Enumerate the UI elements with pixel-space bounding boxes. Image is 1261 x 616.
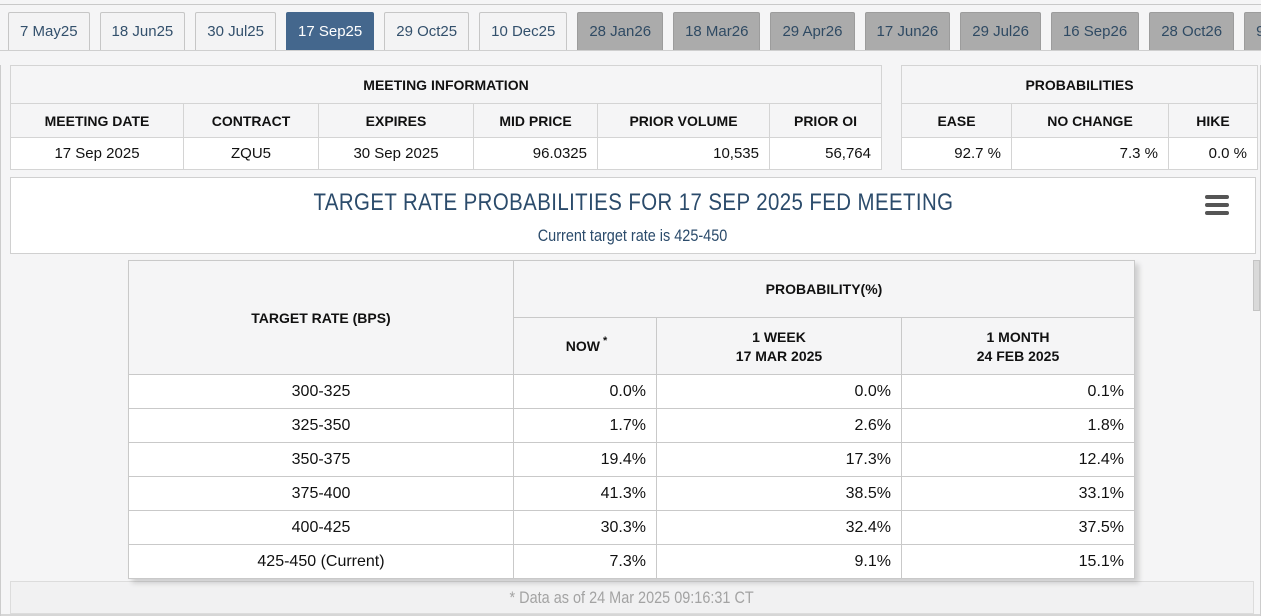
- col-contract: CONTRACT: [183, 103, 319, 138]
- chart-title: TARGET RATE PROBABILITIES FOR 17 SEP 202…: [313, 189, 953, 216]
- contract-value: ZQU5: [183, 137, 319, 170]
- rate-row: 375-400 41.3% 38.5% 33.1%: [128, 476, 1136, 511]
- now-pct: 1.7%: [513, 408, 657, 443]
- col-probability-pct: PROBABILITY(%): [512, 260, 1136, 318]
- rate-range: 350-375: [128, 442, 514, 477]
- tab-29-oct25[interactable]: 29 Oct25: [384, 12, 470, 50]
- month-pct: 37.5%: [900, 510, 1136, 545]
- now-asterisk: *: [602, 335, 608, 347]
- prior-volume-value: 10,535: [597, 137, 770, 170]
- week-pct: 2.6%: [656, 408, 902, 443]
- rate-range: 375-400: [128, 476, 514, 511]
- tab-16-sep26[interactable]: 16 Sep26: [1050, 12, 1140, 50]
- rate-row: 300-325 0.0% 0.0% 0.1%: [128, 374, 1136, 409]
- meeting-date-value: 17 Sep 2025: [10, 137, 184, 170]
- col-expires: EXPIRES: [318, 103, 474, 138]
- tab-28-jan26[interactable]: 28 Jan26: [577, 12, 664, 50]
- month-pct: 33.1%: [900, 476, 1136, 511]
- rate-row-current: 425-450 (Current) 7.3% 9.1% 15.1%: [128, 544, 1136, 579]
- col-prior-volume: PRIOR VOLUME: [597, 103, 770, 138]
- chart-header-panel: TARGET RATE PROBABILITIES FOR 17 SEP 202…: [10, 177, 1256, 254]
- hamburger-menu-icon[interactable]: [1205, 195, 1229, 215]
- now-pct: 41.3%: [513, 476, 657, 511]
- week-pct: 9.1%: [656, 544, 902, 579]
- col-prior-oi: PRIOR OI: [769, 103, 882, 138]
- tab-7-may25[interactable]: 7 May25: [8, 12, 90, 50]
- tab-18-jun25[interactable]: 18 Jun25: [99, 12, 186, 50]
- meeting-information-title: MEETING INFORMATION: [10, 65, 882, 104]
- month-pct: 1.8%: [900, 408, 1136, 443]
- expires-value: 30 Sep 2025: [318, 137, 474, 170]
- tab-29-jul26[interactable]: 29 Jul26: [960, 12, 1041, 50]
- prior-oi-value: 56,764: [769, 137, 882, 170]
- col-mid-price: MID PRICE: [473, 103, 598, 138]
- vertical-scrollbar[interactable]: [1253, 260, 1260, 311]
- tab-29-apr26[interactable]: 29 Apr26: [770, 12, 855, 50]
- col-target-rate-bps: TARGET RATE (BPS): [128, 260, 514, 375]
- rate-range: 300-325: [128, 374, 514, 409]
- probabilities-table: PROBABILITIES EASE NO CHANGE HIKE 92.7 %…: [901, 65, 1258, 170]
- meeting-information-table: MEETING INFORMATION MEETING DATE CONTRAC…: [10, 65, 882, 170]
- now-pct: 7.3%: [513, 544, 657, 579]
- now-pct: 0.0%: [513, 374, 657, 409]
- col-no-change: NO CHANGE: [1011, 103, 1169, 138]
- hike-value: 0.0 %: [1168, 137, 1258, 170]
- data-footnote-bar: * Data as of 24 Mar 2025 09:16:31 CT: [10, 581, 1254, 614]
- month-pct: 0.1%: [900, 374, 1136, 409]
- target-rate-table: TARGET RATE (BPS) PROBABILITY(%) NOW * 1 …: [128, 260, 1136, 579]
- probabilities-title: PROBABILITIES: [901, 65, 1258, 104]
- rate-row: 400-425 30.3% 32.4% 37.5%: [128, 510, 1136, 545]
- tab-10-dec25[interactable]: 10 Dec25: [479, 12, 568, 50]
- meeting-info-section: MEETING INFORMATION MEETING DATE CONTRAC…: [10, 65, 1260, 170]
- tab-30-jul25[interactable]: 30 Jul25: [195, 12, 276, 50]
- chart-subtitle: Current target rate is 425-450: [538, 226, 728, 245]
- bottom-strip: [1, 614, 1260, 616]
- col-1-month: 1 MONTH 24 FEB 2025: [900, 317, 1136, 375]
- rate-range: 425-450 (Current): [128, 544, 514, 579]
- col-ease: EASE: [901, 103, 1012, 138]
- rate-range: 325-350: [128, 408, 514, 443]
- rate-range: 400-425: [128, 510, 514, 545]
- tab-28-oct26[interactable]: 28 Oct26: [1149, 12, 1235, 50]
- col-hike: HIKE: [1168, 103, 1258, 138]
- ease-value: 92.7 %: [901, 137, 1012, 170]
- week-pct: 32.4%: [656, 510, 902, 545]
- month-pct: 15.1%: [900, 544, 1136, 579]
- week-pct: 38.5%: [656, 476, 902, 511]
- col-now: NOW *: [513, 317, 657, 375]
- mid-price-value: 96.0325: [473, 137, 598, 170]
- month-pct: 12.4%: [900, 442, 1136, 477]
- col-1-week: 1 WEEK 17 MAR 2025: [656, 317, 902, 375]
- week-pct: 0.0%: [656, 374, 902, 409]
- rate-row: 325-350 1.7% 2.6% 1.8%: [128, 408, 1136, 443]
- probability-scroll-area: TARGET RATE (BPS) PROBABILITY(%) NOW * 1 …: [1, 260, 1260, 581]
- tab-17-sep25[interactable]: 17 Sep25: [286, 12, 375, 50]
- week-pct: 17.3%: [656, 442, 902, 477]
- meeting-date-tabs: 7 May25 18 Jun25 30 Jul25 17 Sep25 29 Oc…: [0, 5, 1261, 51]
- tab-17-jun26[interactable]: 17 Jun26: [864, 12, 951, 50]
- no-change-value: 7.3 %: [1011, 137, 1169, 170]
- now-pct: 19.4%: [513, 442, 657, 477]
- top-divider: [0, 4, 1261, 5]
- col-meeting-date: MEETING DATE: [10, 103, 184, 138]
- tab-9-dec26[interactable]: 9 Dec26: [1244, 12, 1261, 50]
- rate-row: 350-375 19.4% 17.3% 12.4%: [128, 442, 1136, 477]
- tab-18-mar26[interactable]: 18 Mar26: [673, 12, 761, 50]
- now-pct: 30.3%: [513, 510, 657, 545]
- data-footnote: * Data as of 24 Mar 2025 09:16:31 CT: [509, 588, 755, 607]
- content-frame: MEETING INFORMATION MEETING DATE CONTRAC…: [0, 65, 1261, 616]
